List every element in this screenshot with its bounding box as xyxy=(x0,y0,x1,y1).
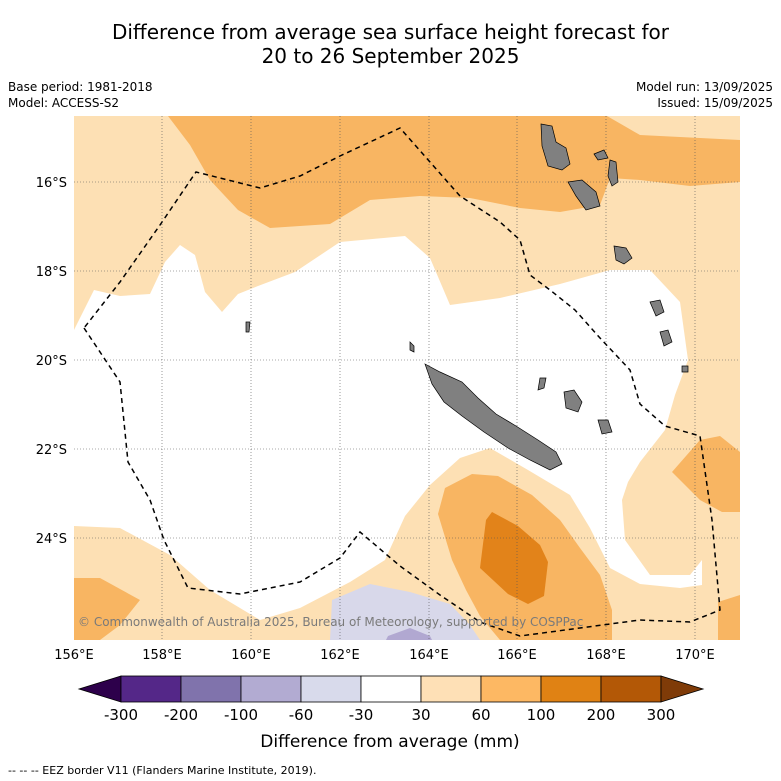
island-tanna xyxy=(649,299,665,317)
new-caledonia-land xyxy=(424,363,563,471)
lon-label: 158°E xyxy=(142,648,182,663)
land-masses xyxy=(245,123,689,471)
latitude-labels: 16°S 18°S 20°S 22°S 24°S xyxy=(36,176,67,547)
colorbar-swatch xyxy=(120,675,182,703)
colorbar-tick-label: -300 xyxy=(104,706,138,724)
anomaly-60-100-southwest xyxy=(74,578,140,640)
colorbar-tick-label: -60 xyxy=(289,706,314,724)
lat-label: 24°S xyxy=(36,532,67,547)
lat-label: 18°S xyxy=(36,265,67,280)
island-mare xyxy=(597,419,613,435)
colorbar: -300 -200 -100 -60 -30 30 60 100 200 300 xyxy=(77,675,705,724)
colorbar-tick-label: -100 xyxy=(224,706,258,724)
gridlines xyxy=(74,116,740,640)
colorbar-swatch xyxy=(480,675,542,703)
map-area: © Commonwealth of Australia 2025, Bureau… xyxy=(74,116,740,640)
island-ouvea xyxy=(537,377,547,391)
footnote-eez: -- -- -- EEZ border V11 (Flanders Marine… xyxy=(8,764,317,777)
colorbar-tick-label: 200 xyxy=(587,706,616,724)
island-small-2 xyxy=(607,159,619,187)
island-lifou xyxy=(563,389,583,413)
colorbar-swatch xyxy=(600,675,662,703)
island-efate xyxy=(613,245,633,265)
anomaly-100-200-core xyxy=(480,512,548,604)
colorbar-tick-label: -200 xyxy=(164,706,198,724)
colorbar-tick-label: 100 xyxy=(527,706,556,724)
lon-label: 170°E xyxy=(675,648,715,663)
base-period-label: Base period: 1981-2018 xyxy=(8,80,153,94)
colorbar-tick-label: -30 xyxy=(349,706,374,724)
anomaly-60-100-southeast xyxy=(718,595,740,640)
island-belep xyxy=(409,341,415,353)
lon-label: 162°E xyxy=(320,648,360,663)
island-malakula xyxy=(567,179,601,211)
colorbar-tick-label: 30 xyxy=(411,706,430,724)
model-run-label: Model run: 13/09/2025 xyxy=(635,80,773,94)
lat-label: 20°S xyxy=(36,354,67,369)
chart-title-line-1: Difference from average sea surface heig… xyxy=(111,20,670,44)
colorbar-extend-max xyxy=(660,675,705,703)
copyright-notice: © Commonwealth of Australia 2025, Bureau… xyxy=(78,615,583,629)
lat-label: 16°S xyxy=(36,176,67,191)
colorbar-swatch xyxy=(180,675,242,703)
lon-label: 168°E xyxy=(586,648,626,663)
lat-label: 22°S xyxy=(36,443,67,458)
model-label: Model: ACCESS-S2 xyxy=(8,96,120,110)
colorbar-tick-label: 300 xyxy=(647,706,676,724)
anomaly-neutral-region xyxy=(74,236,702,620)
island-aneityum xyxy=(659,329,673,347)
lon-label: 156°E xyxy=(54,648,94,663)
lon-label: 164°E xyxy=(409,648,449,663)
colorbar-swatch xyxy=(240,675,302,703)
colorbar-title: Difference from average (mm) xyxy=(260,732,519,752)
lon-label: 160°E xyxy=(231,648,271,663)
island-matthew xyxy=(681,365,689,373)
colorbar-swatch xyxy=(420,675,482,703)
island-chesterfield xyxy=(245,321,251,333)
anomaly-negative-60-100 xyxy=(386,628,432,640)
chart-title-line-2: 20 to 26 September 2025 xyxy=(261,44,520,68)
anomaly-negative-30-60 xyxy=(330,584,480,640)
issued-label: Issued: 15/09/2025 xyxy=(657,96,773,110)
longitude-labels: 156°E 158°E 160°E 162°E 164°E 166°E 168°… xyxy=(54,648,715,663)
colorbar-swatch xyxy=(540,675,602,703)
colorbar-swatch xyxy=(360,675,422,703)
colorbar-swatch xyxy=(300,675,362,703)
colorbar-extend-min xyxy=(77,675,122,703)
island-small-1 xyxy=(593,149,609,161)
colorbar-tick-label: 60 xyxy=(471,706,490,724)
lon-label: 166°E xyxy=(497,648,537,663)
island-santo xyxy=(540,123,571,171)
